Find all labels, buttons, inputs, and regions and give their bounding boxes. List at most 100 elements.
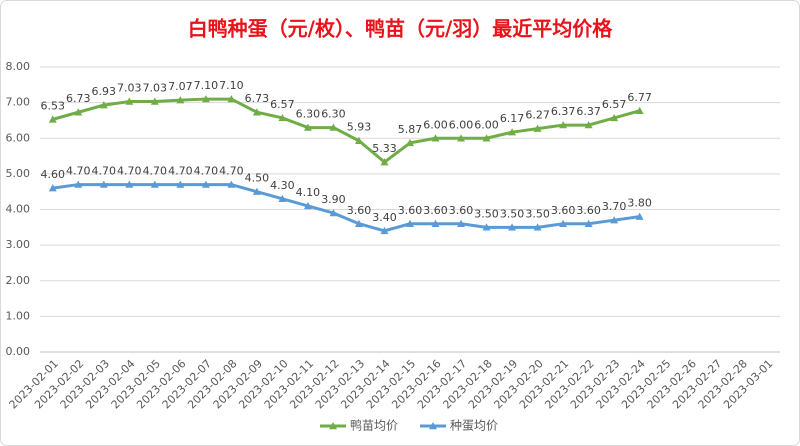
point bbox=[406, 138, 414, 147]
y-tick-label: 6.00 bbox=[6, 131, 31, 144]
point bbox=[303, 123, 312, 131]
data-label: 6.00 bbox=[449, 118, 474, 131]
point bbox=[329, 209, 338, 217]
data-label: 3.60 bbox=[449, 204, 474, 217]
data-label: 3.60 bbox=[347, 204, 372, 217]
point bbox=[201, 95, 210, 103]
data-label: 3.50 bbox=[474, 207, 499, 220]
point bbox=[125, 180, 134, 188]
data-label: 6.53 bbox=[41, 99, 66, 112]
point bbox=[431, 219, 440, 227]
data-label: 6.57 bbox=[270, 98, 295, 111]
point bbox=[559, 121, 568, 129]
y-tick-label: 3.00 bbox=[6, 238, 31, 251]
chart-title: 白鸭种蛋（元/枚）、鸭苗（元/羽）最近平均价格 bbox=[188, 17, 614, 41]
data-label: 3.70 bbox=[602, 200, 627, 213]
data-label: 7.10 bbox=[219, 79, 244, 92]
point bbox=[508, 223, 517, 231]
y-tick-label: 4.00 bbox=[6, 203, 31, 216]
point bbox=[48, 184, 57, 192]
point bbox=[610, 216, 619, 224]
point bbox=[482, 223, 491, 231]
point bbox=[201, 180, 210, 188]
data-label: 3.60 bbox=[423, 204, 448, 217]
data-label: 6.57 bbox=[602, 98, 627, 111]
point bbox=[252, 187, 261, 195]
point bbox=[176, 96, 185, 104]
data-label: 4.70 bbox=[92, 165, 117, 178]
point bbox=[74, 180, 83, 188]
data-label: 3.60 bbox=[551, 204, 576, 217]
point bbox=[176, 180, 185, 188]
point bbox=[48, 115, 57, 123]
point bbox=[610, 113, 619, 122]
y-tick-label: 2.00 bbox=[6, 274, 31, 287]
point bbox=[457, 134, 466, 142]
data-label: 3.90 bbox=[321, 193, 346, 206]
data-label: 7.03 bbox=[143, 82, 168, 95]
point bbox=[252, 108, 261, 116]
point bbox=[227, 180, 236, 188]
data-label: 5.33 bbox=[372, 142, 397, 155]
data-label: 3.50 bbox=[500, 207, 525, 220]
point bbox=[329, 123, 338, 131]
legend-label: 种蛋均价 bbox=[450, 419, 498, 433]
data-label: 6.00 bbox=[423, 118, 448, 131]
data-label: 6.00 bbox=[474, 118, 499, 131]
y-tick-label: 1.00 bbox=[6, 309, 31, 322]
data-label: 6.77 bbox=[627, 91, 652, 104]
point bbox=[508, 128, 517, 136]
data-label: 3.40 bbox=[372, 211, 397, 224]
data-label: 4.30 bbox=[270, 179, 295, 192]
point bbox=[99, 180, 108, 188]
point bbox=[533, 124, 542, 132]
point bbox=[380, 226, 389, 235]
y-tick-label: 8.00 bbox=[6, 60, 31, 73]
data-label: 7.07 bbox=[168, 80, 193, 93]
data-label: 4.70 bbox=[219, 165, 244, 178]
data-label: 6.73 bbox=[66, 92, 91, 105]
data-label: 3.60 bbox=[398, 204, 423, 217]
series-line bbox=[52, 97, 641, 165]
point bbox=[635, 106, 644, 115]
data-label: 5.87 bbox=[398, 123, 423, 136]
point bbox=[303, 201, 312, 210]
legend-marker bbox=[329, 422, 337, 430]
point bbox=[150, 180, 159, 188]
point bbox=[559, 219, 568, 227]
point bbox=[354, 219, 363, 227]
data-label: 3.50 bbox=[525, 207, 550, 220]
point bbox=[354, 136, 363, 144]
series-line bbox=[52, 183, 640, 233]
data-label: 4.70 bbox=[143, 165, 168, 178]
data-label: 4.70 bbox=[168, 165, 193, 178]
data-label: 7.03 bbox=[117, 82, 142, 95]
data-label: 6.27 bbox=[525, 109, 550, 122]
data-label: 6.93 bbox=[92, 85, 117, 98]
point bbox=[278, 113, 287, 122]
legend-marker bbox=[429, 422, 437, 430]
point bbox=[482, 134, 491, 142]
point bbox=[150, 97, 159, 105]
point bbox=[406, 219, 414, 227]
point bbox=[584, 121, 593, 129]
data-label: 4.70 bbox=[194, 165, 219, 178]
y-tick-label: 5.00 bbox=[6, 167, 31, 180]
point bbox=[278, 194, 287, 203]
point bbox=[533, 223, 542, 231]
y-tick-label: 7.00 bbox=[6, 96, 31, 109]
data-label: 4.70 bbox=[66, 165, 91, 178]
data-label: 3.60 bbox=[576, 204, 601, 217]
data-label: 3.80 bbox=[627, 197, 652, 210]
data-label: 4.10 bbox=[296, 186, 321, 199]
data-label: 6.30 bbox=[321, 108, 346, 121]
data-label: 4.70 bbox=[117, 165, 142, 178]
data-label: 6.30 bbox=[296, 108, 321, 121]
point bbox=[380, 158, 389, 166]
data-label: 6.17 bbox=[500, 112, 525, 125]
data-label: 4.60 bbox=[41, 168, 66, 181]
point bbox=[635, 212, 644, 220]
data-label: 6.37 bbox=[576, 105, 601, 118]
